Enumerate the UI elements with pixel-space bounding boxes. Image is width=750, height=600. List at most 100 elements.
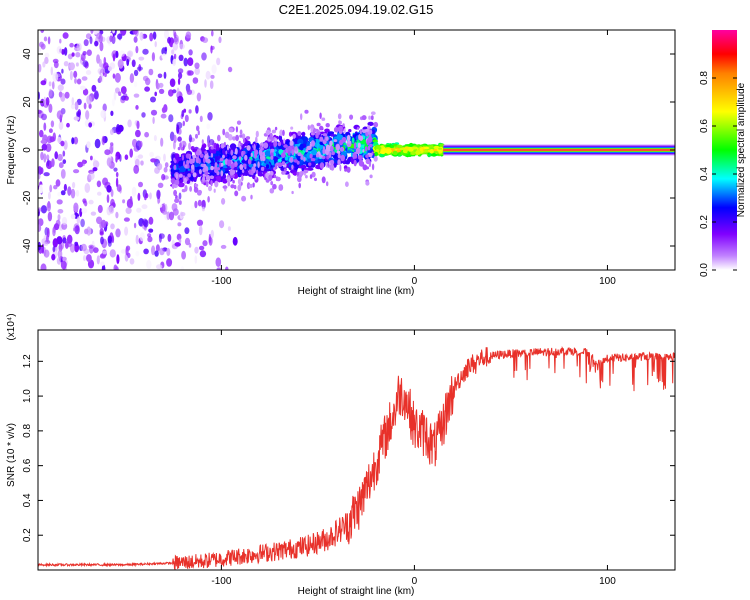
heatmap-cell [117, 33, 123, 40]
heatmap-cell [373, 121, 379, 128]
heatmap-cell [216, 143, 220, 151]
heatmap-cell [133, 69, 139, 77]
heatmap-cell [110, 189, 114, 198]
heatmap-cell [263, 168, 271, 172]
heatmap-cell [89, 36, 93, 45]
heatmap-cell [412, 146, 417, 150]
heatmap-cell [178, 200, 182, 205]
heatmap-cell [133, 81, 138, 88]
heatmap-cell [205, 180, 209, 188]
heatmap-cell [52, 226, 56, 237]
heatmap-cell [327, 131, 335, 135]
heatmap-cell [181, 110, 185, 118]
heatmap-cell [131, 186, 137, 197]
heatmap-cell [204, 170, 209, 176]
heatmap-cell [187, 57, 194, 66]
heatmap-cell [331, 151, 335, 156]
heatmap-cell [47, 36, 51, 45]
heatmap-cell [110, 223, 115, 230]
heatmap-cell [40, 205, 48, 214]
heatmap-cell [303, 169, 309, 174]
heatmap-cell [199, 153, 204, 158]
heatmap-cell [271, 148, 275, 153]
heatmap-cell [368, 152, 373, 158]
heatmap-cell [263, 142, 269, 149]
heatmap-cell [316, 122, 321, 127]
colorbar-ticks: 0.0 0.2 0.4 0.6 0.8 [699, 71, 737, 277]
heatmap-cell [99, 253, 106, 259]
heatmap-cell [250, 194, 253, 200]
heatmap-cell [359, 135, 364, 141]
heatmap-cell [157, 163, 163, 171]
heatmap-cell [43, 172, 50, 177]
heatmap-cell [333, 139, 338, 143]
heatmap-cell [156, 189, 161, 200]
heatmap-cell [97, 68, 104, 75]
heatmap-cell [237, 160, 241, 165]
heatmap-cell [192, 154, 197, 159]
heatmap-cell [188, 109, 192, 114]
heatmap-cell [131, 59, 136, 68]
heatmap-cell [209, 175, 214, 179]
heatmap-cell [57, 214, 61, 221]
heatmap-cell [118, 91, 122, 96]
heatmap-cell [70, 188, 76, 199]
heatmap-cell [101, 135, 106, 146]
heatmap-cell [82, 198, 87, 203]
heatmap-cell [199, 250, 207, 258]
heatmap-cell [53, 185, 58, 190]
heatmap-cell [115, 50, 119, 59]
heatmap-cell [187, 173, 191, 178]
heatmap-cell [64, 91, 70, 99]
heatmap-cell [73, 136, 79, 145]
heatmap-cell [297, 138, 304, 145]
heatmap-cell [77, 109, 82, 116]
heatmap-cell [319, 136, 324, 142]
heatmap-cell [278, 134, 283, 142]
heatmap-cell [103, 62, 109, 70]
heatmap-cell [310, 158, 316, 162]
heatmap-cell [112, 73, 116, 79]
heatmap-cell [112, 53, 116, 62]
heatmap-cell [61, 68, 64, 74]
heatmap-cell [63, 47, 68, 56]
heatmap-cell [423, 146, 430, 150]
heatmap-cell [151, 245, 156, 256]
heatmap-cell [97, 204, 103, 214]
heatmap-cell [40, 151, 44, 161]
heatmap-cell [80, 53, 86, 62]
heatmap-cell [227, 145, 229, 151]
heatmap-cell [226, 176, 231, 182]
heatmap-cell [69, 243, 76, 253]
heatmap-cell [100, 219, 107, 228]
heatmap-cell [150, 158, 157, 163]
heatmap-cell [310, 127, 314, 133]
heatmap-cell [248, 183, 254, 188]
heatmap-cell [163, 167, 168, 173]
heatmap-cell [116, 254, 120, 265]
heatmap-cell [207, 142, 211, 148]
heatmap-cell [135, 234, 139, 245]
heatmap-cell [188, 243, 192, 248]
heatmap-cell [214, 180, 219, 188]
heatmap-cell [61, 222, 68, 230]
heatmap-cell [73, 227, 77, 232]
heatmap-cell [202, 37, 209, 43]
heatmap-cell [80, 218, 85, 228]
heatmap-cell [340, 154, 345, 162]
heatmap-cell [86, 254, 92, 263]
heatmap-cell [210, 153, 214, 158]
heatmap-cell [91, 84, 97, 92]
heatmap-cell [83, 102, 87, 110]
heatmap-cell [362, 149, 365, 153]
heatmap-cell [71, 97, 75, 106]
heatmap-cell [207, 196, 210, 203]
heatmap-cell [120, 86, 127, 95]
heatmap-cell [162, 210, 168, 215]
heatmap-cell [74, 225, 80, 235]
heatmap-cell [192, 172, 197, 178]
heatmap-cell [325, 136, 329, 141]
heatmap-cell [348, 129, 352, 133]
heatmap-cell [137, 192, 141, 201]
heatmap-cell [86, 141, 91, 149]
